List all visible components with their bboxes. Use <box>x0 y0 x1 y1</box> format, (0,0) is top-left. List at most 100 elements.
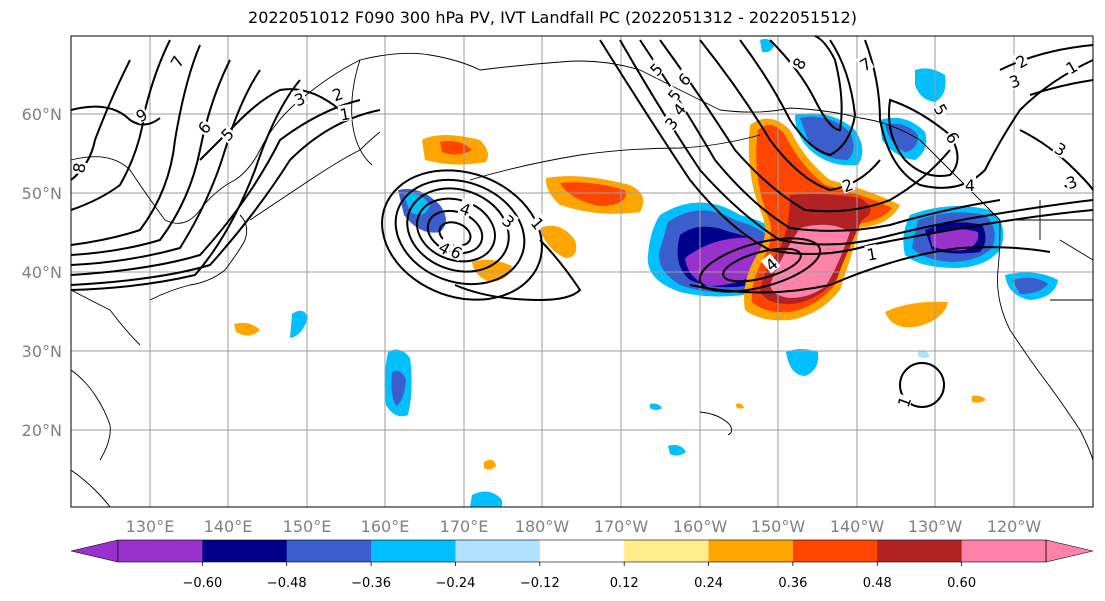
lat-label: 50°N <box>22 184 62 203</box>
pv-contour-3 <box>70 79 301 291</box>
lon-label: 140°W <box>830 517 885 536</box>
contour-label-bg <box>943 127 964 147</box>
lon-label: 150°W <box>751 517 806 536</box>
lon-label: 150°E <box>283 517 332 536</box>
colorbar-swatch <box>202 540 288 562</box>
contour-label-bg <box>435 237 455 258</box>
shade-blob-39 <box>918 350 930 358</box>
contour-label-bg <box>931 99 952 119</box>
shade-blob-14 <box>484 459 496 470</box>
contour-label-bg <box>1062 171 1080 191</box>
colorbar-label: 0.12 <box>610 576 639 591</box>
colorbar-swatch <box>539 540 625 562</box>
na-west-coast <box>997 219 1094 461</box>
lon-label: 120°W <box>987 517 1042 536</box>
pv-contour-7 <box>70 39 171 211</box>
contour-label-bg <box>447 241 467 262</box>
lon-label: 180°W <box>515 517 570 536</box>
contour-label-bg <box>1061 56 1081 77</box>
pv-ring-3 <box>406 187 510 273</box>
pv-contour-11 <box>454 239 582 302</box>
contour-label-bg <box>760 253 781 274</box>
colorbar-label: −0.60 <box>182 576 222 591</box>
pv-contour-20 <box>888 98 959 177</box>
pv-contour-6 <box>70 44 201 246</box>
colorbar-label: −0.12 <box>520 576 560 591</box>
pv-contour-22 <box>1029 79 1094 96</box>
contour-label-bg <box>893 392 913 410</box>
shade-blob-7 <box>540 225 577 258</box>
lon-label: 140°E <box>204 517 253 536</box>
contour-label-bg <box>964 176 976 192</box>
colorbar-label: 0.48 <box>863 576 892 591</box>
contour-label-bg <box>855 53 875 74</box>
hawaii-coast <box>699 411 733 436</box>
shade-blob-17 <box>760 38 774 53</box>
pv-contour-5 <box>70 59 231 256</box>
lon-label: 170°E <box>440 517 489 536</box>
shade-blob-9 <box>234 322 260 336</box>
china-coast <box>70 369 111 461</box>
contour-label-bg <box>69 160 87 175</box>
contour-label-bg <box>1011 50 1031 71</box>
contour-label-bg <box>166 51 187 71</box>
map-gridlines <box>71 36 1093 507</box>
pv-contour-9 <box>70 105 161 126</box>
pv-contour-2 <box>70 109 381 286</box>
map-title: 2022051012 F090 300 hPa PV, IVT Landfall… <box>248 8 857 27</box>
kuril-coast <box>249 131 381 221</box>
colorbar-label: −0.36 <box>351 576 391 591</box>
colorbar-swatch <box>624 540 710 562</box>
longitude-labels: 130°E 140°E 150°E 160°E 170°E 180°W 170°W 160°W… <box>126 517 1042 536</box>
colorbar-swatch <box>371 540 456 562</box>
pv-ring-2 <box>394 178 526 286</box>
contour-label-bg <box>788 53 809 73</box>
asia-coast <box>70 52 641 224</box>
pv-contour-18 <box>769 35 843 132</box>
contour-label-bg <box>864 244 879 262</box>
colorbar-swatch <box>961 540 1047 562</box>
lat-label: 40°N <box>22 263 62 282</box>
philippines-coast <box>70 469 111 508</box>
colorbar-extend-low <box>70 539 119 563</box>
contour-label-bg <box>645 58 666 79</box>
pv-contour-14 <box>639 39 1001 232</box>
contour-label-bg <box>528 212 549 233</box>
shade-blob-10 <box>290 310 308 338</box>
pv-ring-7 <box>698 237 822 293</box>
shade-blob-13 <box>470 491 502 507</box>
pc-shading <box>234 38 1058 507</box>
contour-label: 4 <box>965 176 975 195</box>
shade-blob-38 <box>786 349 819 376</box>
na-interior-borders <box>1010 200 1094 301</box>
contour-label: 8 <box>69 161 89 174</box>
pv-contour-15 <box>659 39 951 213</box>
latitude-labels: 60°N 50°N 40°N 30°N 20°N <box>22 105 62 440</box>
korea-coast <box>70 289 141 346</box>
contour-label-bg <box>660 112 681 133</box>
contour-label-bg <box>838 174 856 194</box>
contour-label-bg <box>337 104 352 122</box>
contour-label-bg <box>499 210 520 231</box>
pv-contour-23 <box>1019 129 1094 191</box>
lat-label: 60°N <box>22 105 62 124</box>
colorbar-label: 0.60 <box>947 576 976 591</box>
lat-label: 30°N <box>22 342 62 361</box>
contour-label-bg <box>328 83 346 103</box>
contour-label-bg <box>193 116 214 137</box>
pv-contour-21 <box>999 44 1094 71</box>
map-frame <box>70 35 1094 508</box>
pv-contour-24 <box>689 246 1051 294</box>
contour-label-bg <box>457 198 475 218</box>
pv-ring-9 <box>899 362 945 408</box>
shade-blob-6 <box>560 182 626 206</box>
contour-label-bg <box>216 123 237 144</box>
pv-contour-12 <box>599 39 1094 255</box>
colorbar-extend-high <box>1045 539 1094 563</box>
shade-blob-16 <box>650 403 662 410</box>
lon-label: 130°E <box>126 517 175 536</box>
pv-contour-19 <box>864 39 1094 189</box>
lon-label: 130°W <box>908 517 963 536</box>
shade-blob-12 <box>391 371 406 406</box>
